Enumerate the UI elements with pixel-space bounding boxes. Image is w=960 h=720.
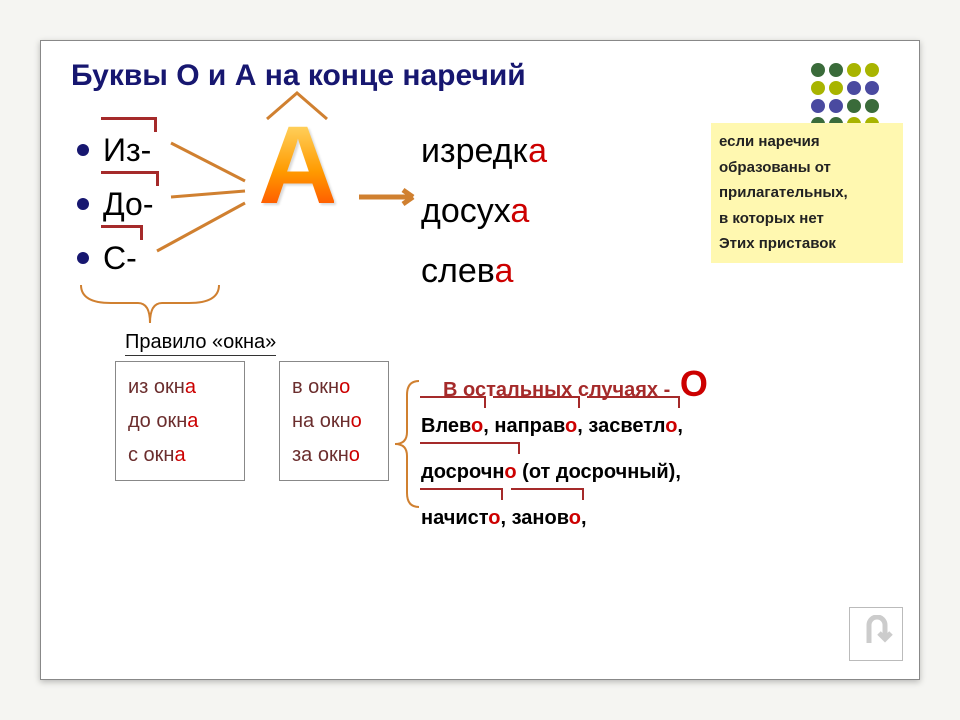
u-turn-icon [857,615,895,653]
page-title: Буквы О и А на конце наречий [71,59,526,93]
decoration-dot [829,63,843,77]
examples-list: изредкадосухаслева [421,121,547,301]
prefix-text: Из- [103,123,151,177]
back-button[interactable] [849,607,903,661]
example-word: досуха [421,181,547,241]
decoration-dot [847,99,861,113]
decoration-dot [865,81,879,95]
decoration-dot [865,63,879,77]
note-line: прилагательных, [719,180,895,206]
slide: Буквы О и А на конце наречий Из-До-С- А … [40,40,920,680]
prefix-item: С- [77,231,153,285]
note-line: образованы от [719,155,895,181]
example-word: изредка [421,121,547,181]
prefix-text: До- [103,177,153,231]
window-row: из окна [128,370,232,404]
decoration-dot [829,99,843,113]
example-word: слева [421,241,547,301]
prefix-item: До- [77,177,153,231]
big-letter-a: А [241,111,351,221]
o-words-list: Влево, направо, засветло,досрочно (от до… [421,403,683,541]
oword-line: начисто, заново, [421,495,683,541]
prefix-text: С- [103,231,137,285]
prefix-list: Из-До-С- [77,123,153,285]
window-box-a: из окнадо окнас окна [115,361,245,481]
note-box: если наречияобразованы отприлагательных,… [711,123,903,263]
dot-grid-decoration [811,63,879,131]
prefix-item: Из- [77,123,153,177]
note-line: Этих приставок [719,231,895,257]
window-row: на окно [292,404,376,438]
bullet-icon [77,198,89,210]
window-row: до окна [128,404,232,438]
decoration-dot [829,81,843,95]
bullet-icon [77,252,89,264]
decoration-dot [811,99,825,113]
bullet-icon [77,144,89,156]
window-box-o: в окнона окноза окно [279,361,389,481]
window-row: за окно [292,438,376,472]
window-row: с окна [128,438,232,472]
window-row: в окно [292,370,376,404]
decoration-dot [811,63,825,77]
decoration-dot [811,81,825,95]
decoration-dot [847,63,861,77]
note-line: в которых нет [719,206,895,232]
decoration-dot [847,81,861,95]
note-line: если наречия [719,129,895,155]
decoration-dot [865,99,879,113]
rule-label: Правило «окна» [125,331,276,356]
